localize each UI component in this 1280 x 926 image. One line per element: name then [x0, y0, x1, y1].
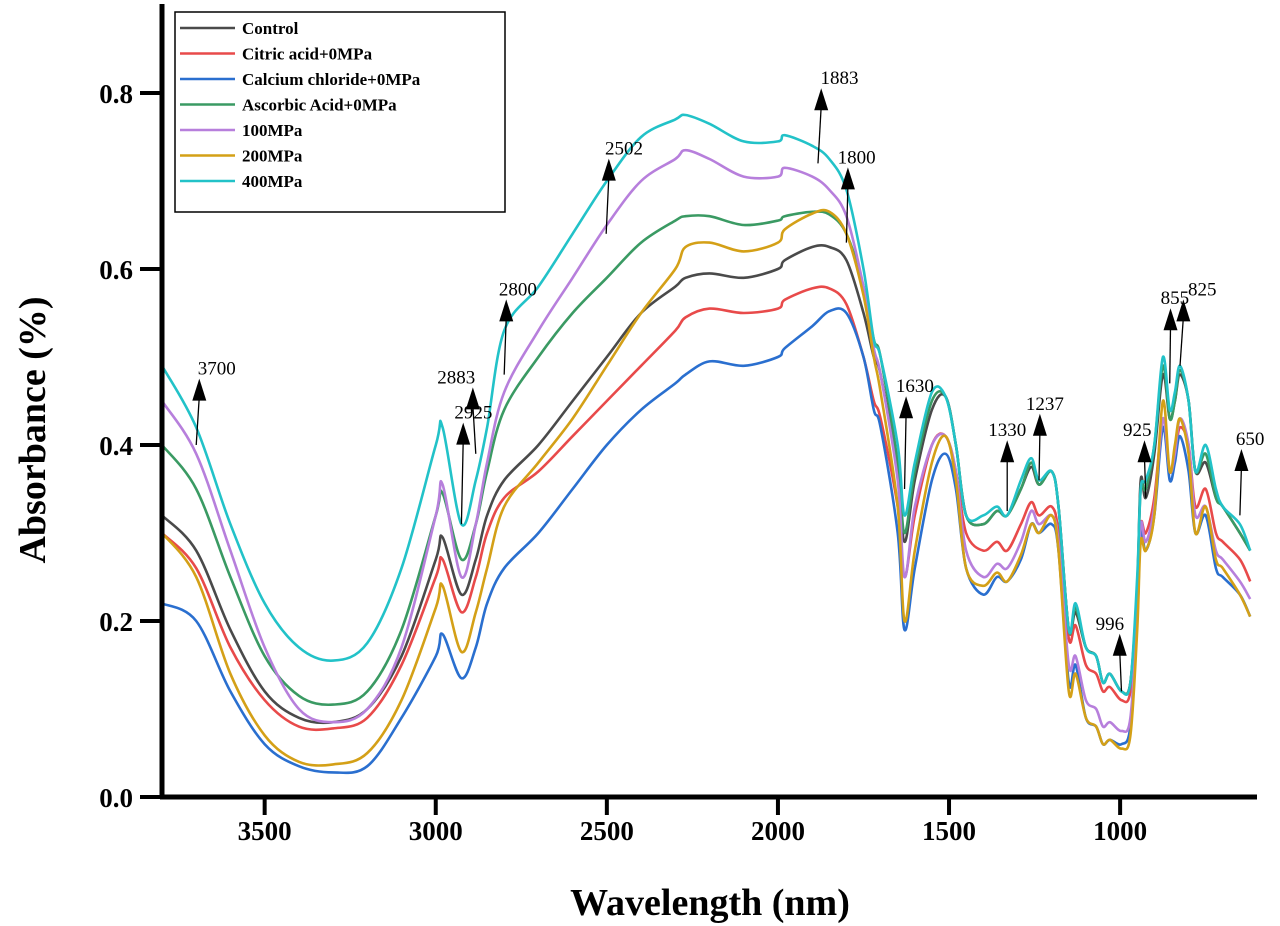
- arrowhead-icon: [1032, 413, 1047, 436]
- arrowhead-icon: [1000, 440, 1015, 463]
- legend-box: [174, 11, 506, 213]
- y-tick-label: 0.6: [99, 255, 133, 285]
- x-tick-label: 2000: [751, 816, 805, 846]
- annotation-arrow: [903, 414, 907, 490]
- legend-label: 200MPa: [242, 147, 303, 166]
- annotation-label: 925: [1123, 420, 1152, 441]
- annotation-arrow: [1169, 326, 1172, 384]
- x-tick-label: 1000: [1093, 816, 1147, 846]
- arrowhead-icon: [840, 167, 855, 190]
- arrowhead-icon: [1176, 299, 1191, 322]
- legend-label: 100MPa: [242, 121, 303, 140]
- annotation-label: 825: [1188, 279, 1217, 300]
- annotation-label: 2502: [605, 139, 643, 160]
- annotation-arrow: [1179, 317, 1184, 366]
- arrowhead-icon: [465, 387, 480, 410]
- annotation-arrow: [195, 396, 200, 446]
- arrowhead-icon: [1112, 633, 1127, 656]
- annotation-label: 2800: [499, 279, 537, 300]
- arrowhead-icon: [1137, 440, 1152, 463]
- annotation-arrow: [1119, 651, 1123, 692]
- series-line-control: [161, 244, 1252, 725]
- legend-label: Ascorbic Acid+0MPa: [242, 96, 397, 115]
- arrowhead-icon: [456, 422, 471, 445]
- arrowhead-icon: [814, 88, 829, 111]
- arrowhead-icon: [899, 396, 914, 419]
- annotation-label: 2925: [454, 403, 492, 424]
- legend-label: Control: [242, 19, 299, 38]
- legend-label: Calcium chloride+0MPa: [242, 70, 421, 89]
- annotation-arrow: [460, 440, 464, 525]
- annotation-arrow: [1239, 466, 1243, 516]
- annotation-arrow: [503, 317, 507, 375]
- annotation-label: 996: [1096, 614, 1125, 635]
- legend-label: 400MPa: [242, 172, 303, 191]
- x-tick-label: 3500: [238, 816, 292, 846]
- y-axis-title: Absorbance (%): [12, 296, 54, 563]
- annotation-label: 3700: [198, 359, 236, 380]
- x-axis-title: Wavelength (nm): [570, 882, 850, 924]
- legend: Control Citric acid+0MPa Calcium chloride+…: [174, 11, 506, 213]
- annotation-label: 2883: [437, 367, 475, 388]
- x-ticks: 3500 3000 2500 2000 1500 1000: [238, 797, 1147, 846]
- y-tick-label: 0.0: [99, 783, 133, 813]
- annotation-label: 1800: [838, 147, 876, 168]
- arrowhead-icon: [1234, 449, 1249, 471]
- annotation-label: 1330: [988, 420, 1026, 441]
- annotation-arrow: [845, 185, 849, 243]
- legend-label: Citric acid+0MPa: [242, 45, 373, 64]
- y-ticks: 0.0 0.2 0.4 0.6 0.8: [99, 79, 162, 813]
- x-tick-label: 1500: [922, 816, 976, 846]
- arrowhead-icon: [499, 299, 514, 322]
- series-line-200mpa: [160, 208, 1252, 767]
- series-layer: [160, 113, 1252, 775]
- arrowhead-icon: [601, 158, 616, 181]
- annotation-arrow: [1143, 458, 1147, 498]
- series-line-100mpa: [160, 148, 1252, 734]
- annotation-label: 1630: [896, 376, 934, 397]
- annotation-label: 650: [1236, 429, 1265, 450]
- arrowhead-icon: [1163, 308, 1178, 331]
- series-line-400mpa: [160, 113, 1252, 697]
- arrowhead-icon: [192, 378, 207, 401]
- x-tick-label: 3000: [409, 816, 463, 846]
- annotation-arrow: [1038, 431, 1041, 481]
- y-tick-label: 0.4: [99, 431, 133, 461]
- y-tick-label: 0.2: [99, 607, 133, 637]
- x-tick-label: 2500: [580, 816, 634, 846]
- annotation-layer: 3700 2883 2925 2800 2502 1883 1800 1630 13301237…: [192, 68, 1265, 692]
- annotation-label: 1237: [1026, 394, 1064, 415]
- series-line-citric-acid-0mpa: [161, 285, 1252, 732]
- series-line-ascorbic-acid-0mpa: [160, 210, 1252, 707]
- annotation-label: 1883: [821, 68, 859, 89]
- y-tick-label: 0.8: [99, 79, 133, 109]
- annotation-arrow: [472, 405, 477, 454]
- annotation-arrow: [817, 106, 822, 164]
- annotation-arrow: [605, 176, 610, 234]
